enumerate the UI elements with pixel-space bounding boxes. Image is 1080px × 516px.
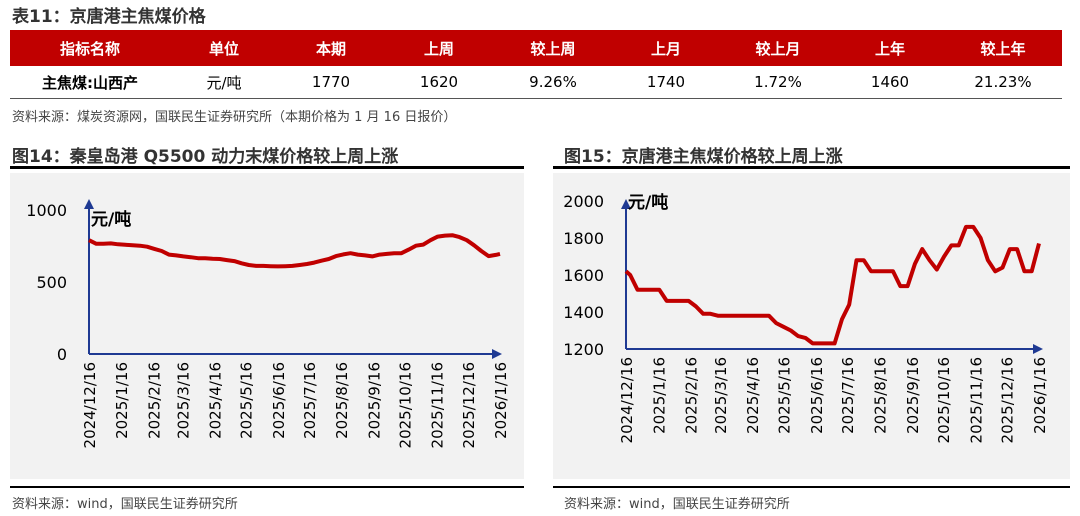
- fig15-x-tick-label: 2025/4/16: [744, 357, 762, 434]
- fig15-y-tick-label: 2000: [563, 192, 604, 211]
- fig15-x-tick-label: 2025/9/16: [904, 357, 922, 434]
- fig15-x-tick-label: 2025/12/16: [999, 357, 1017, 443]
- table-cell: 1620: [384, 66, 494, 99]
- fig14-y-tick-label: 500: [36, 273, 67, 292]
- fig15-y-tick-label: 1800: [563, 229, 604, 248]
- table-header-cell: 较上周: [494, 30, 612, 66]
- fig14-x-tick-label: 2025/12/16: [460, 362, 478, 448]
- fig14-panel: 0 500 1000 元/吨 2024/12/16 2025/1/16 2025/2/16 2…: [10, 173, 524, 479]
- fig14-x-tick-label: 2026/1/16: [492, 362, 510, 439]
- table-header-cell: 上月: [612, 30, 720, 66]
- fig14-source: 资料来源：wind，国联民生证券研究所: [12, 497, 238, 512]
- table-source: 资料来源：煤炭资源网，国联民生证券研究所（本期价格为 1 月 16 日报价）: [12, 110, 457, 125]
- fig15-unit-label: 元/吨: [628, 192, 668, 213]
- fig14-x-tick-label: 2025/4/16: [207, 362, 225, 439]
- fig14-x-tick-label: 2025/3/16: [174, 362, 192, 439]
- fig15-x-tick-label: 2025/5/16: [775, 357, 793, 434]
- table-cell: 9.26%: [494, 66, 612, 99]
- fig14-x-tick-label: 2025/8/16: [333, 362, 351, 439]
- table-cell: 1770: [278, 66, 384, 99]
- fig15-panel: 1200 1400 1600 1800 2000 元/吨 2024/12/16 2025/1/…: [553, 173, 1070, 479]
- fig14-y-tick-label: 1000: [26, 201, 67, 220]
- table-cell: 元/吨: [170, 66, 278, 99]
- table-cell: 1.72%: [720, 66, 836, 99]
- fig14-y-axis-arrow: [84, 199, 94, 209]
- fig14-chart: 0 500 1000 元/吨 2024/12/16 2025/1/16 2025/2/16 2…: [26, 199, 510, 448]
- fig15-x-tick-label: 2025/10/16: [935, 357, 953, 443]
- table-header-cell: 上年: [836, 30, 944, 66]
- table-header-row: 指标名称 单位 本期 上周 较上周 上月 较上月 上年 较上年: [10, 30, 1062, 66]
- fig14-x-tick-label: 2024/12/16: [81, 362, 99, 448]
- table-header-cell: 单位: [170, 30, 278, 66]
- table-header-cell: 较上年: [944, 30, 1062, 66]
- fig14-x-tick-label: 2025/2/16: [145, 362, 163, 439]
- fig14-x-tick-label: 2025/7/16: [301, 362, 319, 439]
- table-cell: 主焦煤:山西产: [10, 66, 170, 99]
- fig14-x-tick-label: 2025/6/16: [270, 362, 288, 439]
- fig14-unit-label: 元/吨: [91, 209, 131, 230]
- fig15-y-axis-arrow: [621, 199, 631, 209]
- fig15-title-rule: [553, 166, 1070, 169]
- table-header-cell: 上周: [384, 30, 494, 66]
- fig14-x-tick-label: 2025/5/16: [238, 362, 256, 439]
- table-title: 表11：京唐港主焦煤价格: [12, 7, 206, 27]
- fig15-x-tick-label: 2025/11/16: [967, 357, 985, 443]
- fig14-bottom-rule: [10, 486, 524, 488]
- fig15-x-tick-label: 2024/12/16: [618, 357, 636, 443]
- fig15-x-tick-label: 2025/3/16: [712, 357, 730, 434]
- fig15-x-tick-label: 2026/1/16: [1031, 357, 1049, 434]
- fig14-x-axis-arrow: [492, 349, 502, 359]
- fig14-y-tick-label: 0: [57, 345, 67, 364]
- fig15-x-tick-label: 2025/8/16: [871, 357, 889, 434]
- table-cell: 21.23%: [944, 66, 1062, 99]
- fig15-y-tick-label: 1600: [563, 266, 604, 285]
- fig15-y-tick-label: 1200: [563, 340, 604, 359]
- fig15-bottom-rule: [553, 486, 1070, 488]
- table-header-cell: 指标名称: [10, 30, 170, 66]
- fig15-x-tick-label: 2025/2/16: [683, 357, 701, 434]
- table-cell: 1460: [836, 66, 944, 99]
- fig15-title: 图15：京唐港主焦煤价格较上周上涨: [564, 147, 843, 167]
- fig14-x-tick-label: 2025/1/16: [113, 362, 131, 439]
- fig14-title: 图14：秦皇岛港 Q5500 动力末煤价格较上周上涨: [12, 147, 399, 167]
- fig14-x-tick-label: 2025/11/16: [429, 362, 447, 448]
- fig15-x-axis-arrow: [1033, 344, 1043, 354]
- fig15-y-tick-label: 1400: [563, 303, 604, 322]
- fig14-series-line: [88, 233, 501, 269]
- table-header-cell: 较上月: [720, 30, 836, 66]
- fig15-chart: 1200 1400 1600 1800 2000 元/吨 2024/12/16 2025/1/…: [563, 192, 1049, 443]
- price-table: 指标名称 单位 本期 上周 较上周 上月 较上月 上年 较上年 主焦煤:山西产 …: [10, 30, 1062, 99]
- fig14-x-tick-label: 2025/9/16: [365, 362, 383, 439]
- fig14-title-rule: [10, 166, 524, 169]
- fig15-x-tick-label: 2025/1/16: [650, 357, 668, 434]
- table-cell: 1740: [612, 66, 720, 99]
- fig15-series-line: [624, 224, 1041, 346]
- fig15-x-tick-label: 2025/7/16: [839, 357, 857, 434]
- table-row: 主焦煤:山西产 元/吨 1770 1620 9.26% 1740 1.72% 1…: [10, 66, 1062, 99]
- fig14-x-tick-label: 2025/10/16: [397, 362, 415, 448]
- fig15-source: 资料来源：wind，国联民生证券研究所: [564, 497, 790, 512]
- fig15-x-tick-label: 2025/6/16: [808, 357, 826, 434]
- table-header-cell: 本期: [278, 30, 384, 66]
